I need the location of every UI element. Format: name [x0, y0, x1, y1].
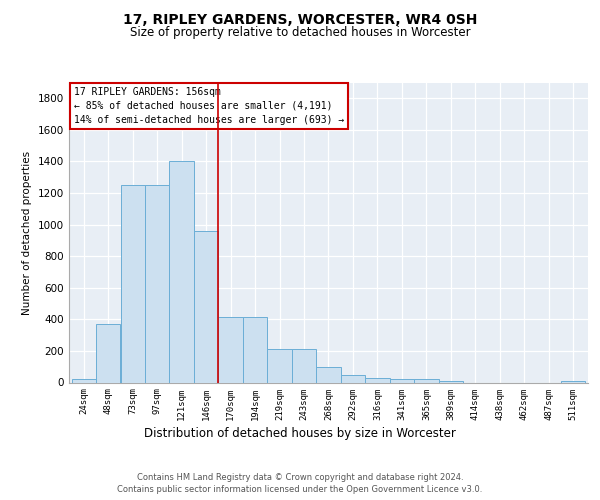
Bar [218, 317, 242, 382]
Bar [169, 162, 194, 382]
Text: 17, RIPLEY GARDENS, WORCESTER, WR4 0SH: 17, RIPLEY GARDENS, WORCESTER, WR4 0SH [123, 12, 477, 26]
Bar [96, 324, 120, 382]
Bar [316, 366, 341, 382]
Bar [365, 378, 389, 382]
Text: Distribution of detached houses by size in Worcester: Distribution of detached houses by size … [144, 428, 456, 440]
Bar [292, 350, 316, 382]
Bar [439, 381, 463, 382]
Bar [390, 380, 414, 382]
Bar [145, 185, 169, 382]
Bar [194, 231, 218, 382]
Bar [341, 374, 365, 382]
Bar [71, 380, 96, 382]
Bar [268, 350, 292, 382]
Bar [121, 185, 145, 382]
Text: 17 RIPLEY GARDENS: 156sqm
← 85% of detached houses are smaller (4,191)
14% of se: 17 RIPLEY GARDENS: 156sqm ← 85% of detac… [74, 87, 344, 125]
Y-axis label: Number of detached properties: Number of detached properties [22, 150, 32, 314]
Text: Size of property relative to detached houses in Worcester: Size of property relative to detached ho… [130, 26, 470, 39]
Text: Contains HM Land Registry data © Crown copyright and database right 2024.
Contai: Contains HM Land Registry data © Crown c… [118, 472, 482, 494]
Bar [243, 317, 267, 382]
Bar [415, 380, 439, 382]
Bar [561, 381, 586, 382]
